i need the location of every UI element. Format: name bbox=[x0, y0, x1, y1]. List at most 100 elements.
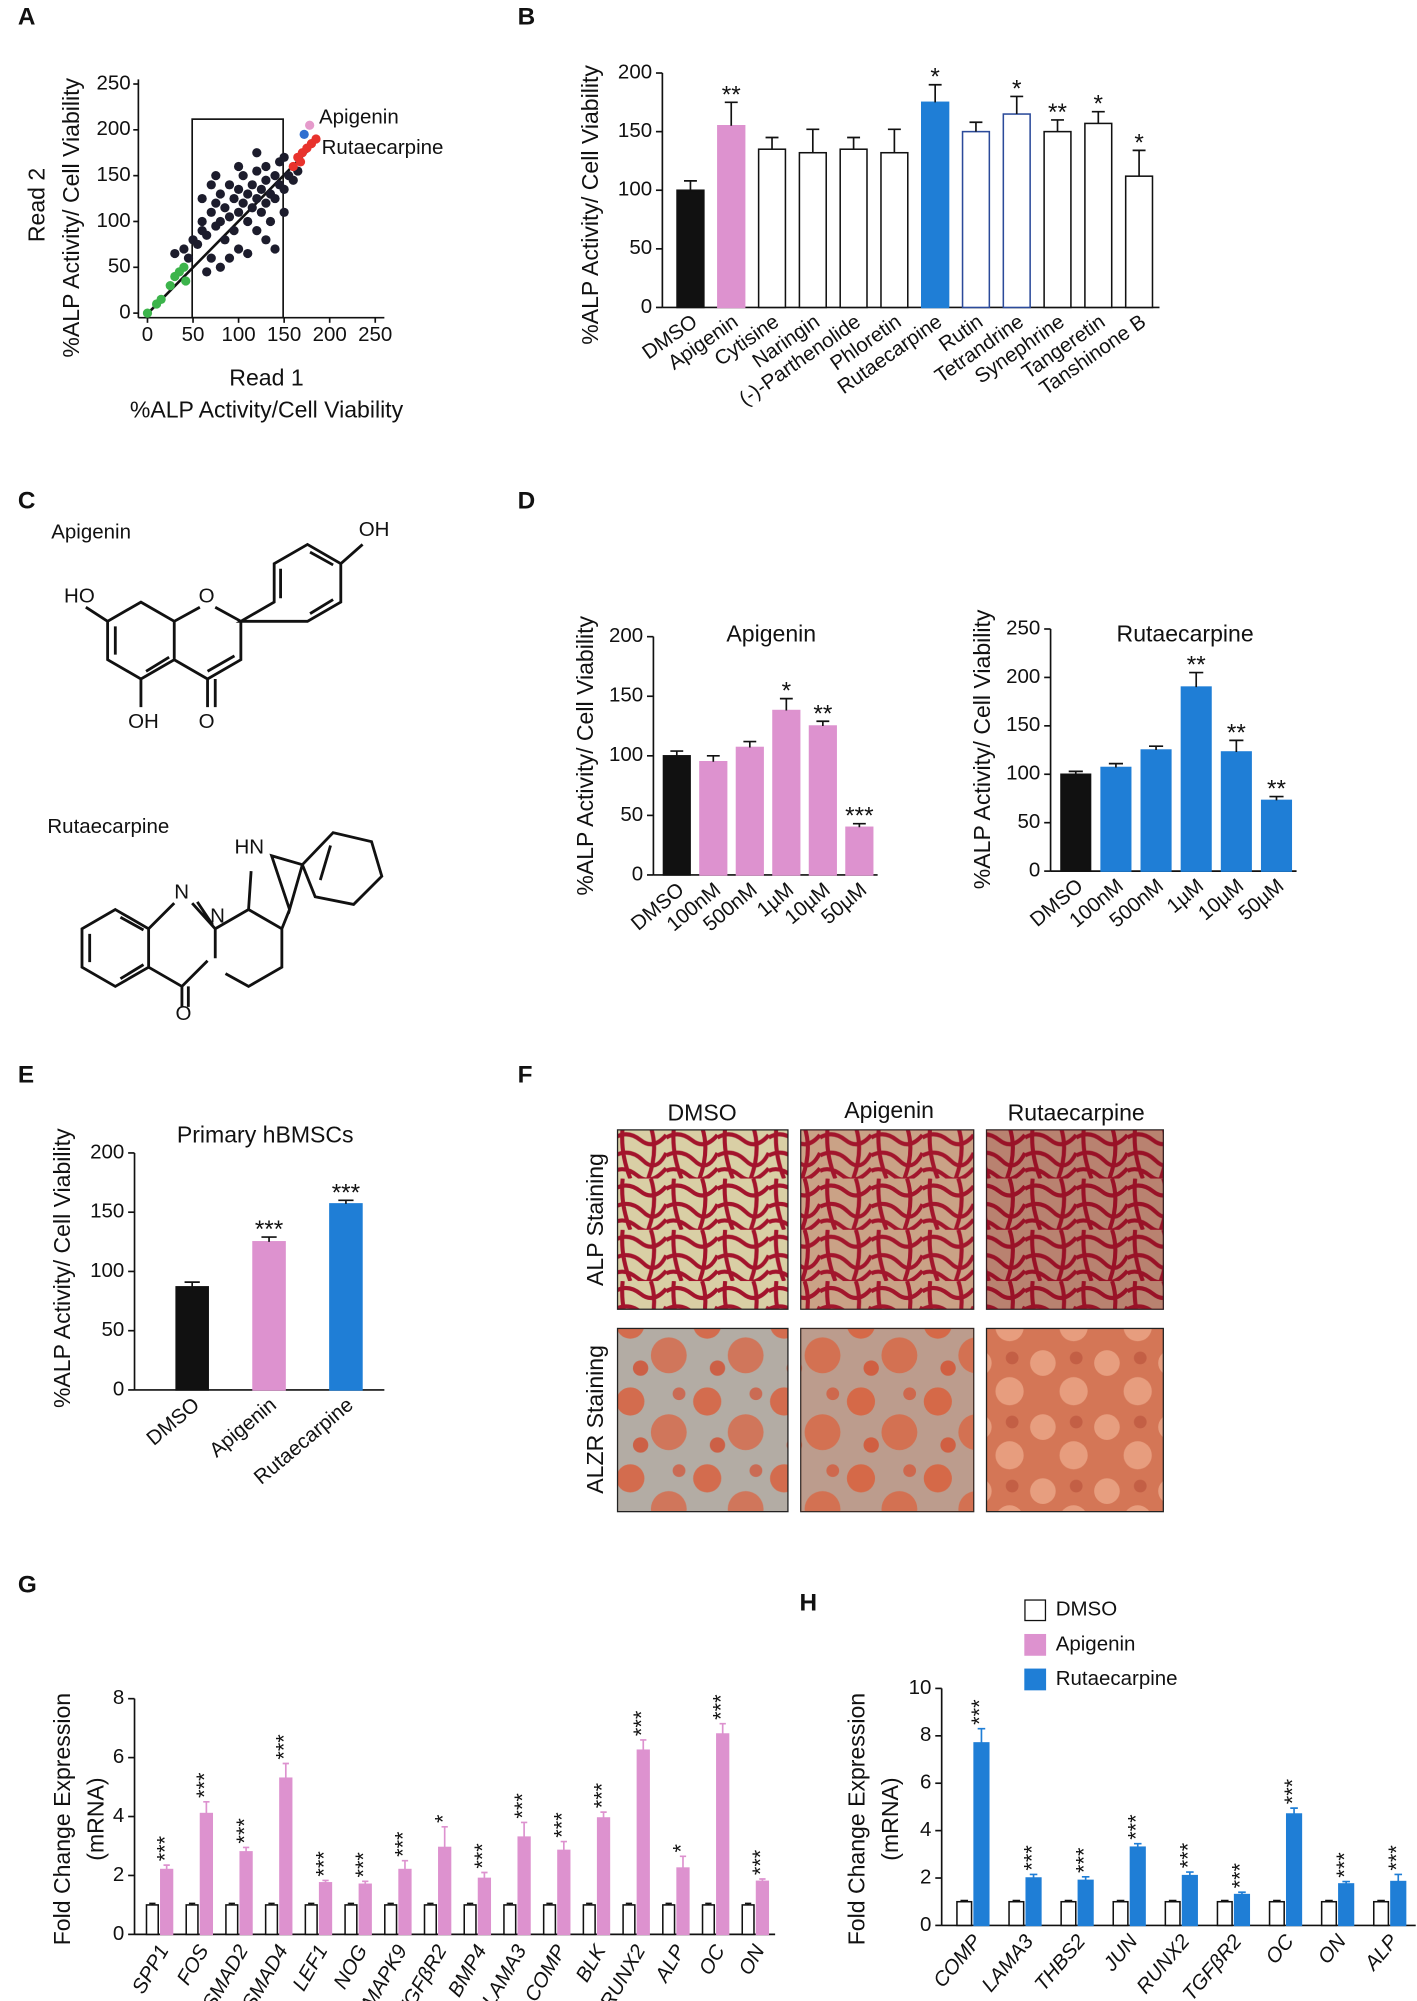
x-tick-label: COMP bbox=[520, 1941, 571, 2001]
y-tick-label: 200 bbox=[618, 60, 652, 83]
significance-label: ** bbox=[1187, 652, 1206, 679]
stain-image bbox=[800, 1327, 975, 1513]
bar bbox=[845, 826, 874, 876]
significance-label: *** bbox=[1176, 1842, 1201, 1868]
bar bbox=[717, 124, 746, 309]
bar bbox=[1060, 1900, 1077, 1927]
y-tick-label: 0 bbox=[119, 301, 130, 324]
y-axis-label: %ALP Activity/ Cell Viability bbox=[969, 609, 995, 889]
point bbox=[252, 193, 262, 204]
significance-label: *** bbox=[232, 1818, 257, 1844]
bar bbox=[582, 1904, 596, 1936]
point bbox=[270, 244, 280, 254]
bar bbox=[252, 1241, 286, 1391]
bar bbox=[1060, 773, 1092, 872]
y-tick-label: 200 bbox=[1006, 665, 1040, 688]
error-bar bbox=[506, 1902, 513, 1905]
error-bar bbox=[1148, 745, 1164, 751]
error-bar bbox=[347, 1902, 355, 1905]
bar bbox=[839, 148, 868, 309]
y-tick-label: 100 bbox=[1006, 762, 1040, 785]
error-bar bbox=[779, 697, 793, 711]
error-bar bbox=[1325, 1899, 1333, 1902]
error-bar bbox=[1229, 739, 1244, 752]
x-tick-label: DMSO bbox=[142, 1393, 204, 1450]
point bbox=[279, 152, 289, 162]
point bbox=[252, 148, 262, 158]
error-bar bbox=[1064, 1899, 1073, 1902]
atom-label: O bbox=[199, 710, 215, 733]
bar bbox=[1320, 1900, 1338, 1927]
bar bbox=[358, 1883, 372, 1936]
y-axis-label: %ALP Activity/ Cell Viability bbox=[49, 1128, 75, 1408]
error-bar bbox=[427, 1902, 434, 1905]
bar bbox=[175, 1286, 209, 1391]
significance-label: *** bbox=[1384, 1845, 1409, 1871]
bar bbox=[1043, 130, 1072, 309]
bar bbox=[755, 1880, 770, 1936]
error-bar bbox=[261, 1236, 277, 1242]
panel-label: D bbox=[518, 488, 536, 515]
column-label: Apigenin bbox=[844, 1097, 934, 1123]
panel-label: H bbox=[799, 1589, 817, 1616]
bar bbox=[1338, 1883, 1355, 1927]
point bbox=[261, 198, 271, 208]
y-axis-label: %ALP Activity/ Cell Viability bbox=[577, 65, 603, 345]
y-axis-label: (mRNA) bbox=[877, 1777, 903, 1860]
significance-label: * bbox=[930, 64, 940, 91]
x-axis-label: Read 1 bbox=[229, 364, 303, 390]
error-bar bbox=[268, 1902, 275, 1905]
panel-label: G bbox=[18, 1571, 37, 1598]
stain-tint bbox=[800, 1129, 974, 1310]
error-bar bbox=[1133, 1842, 1142, 1848]
significance-label: ** bbox=[1227, 719, 1246, 746]
point bbox=[224, 253, 235, 263]
significance-label: *** bbox=[550, 1812, 575, 1838]
error-bar bbox=[1029, 1873, 1038, 1879]
point bbox=[224, 180, 235, 190]
legend-swatch bbox=[1024, 1633, 1047, 1656]
point bbox=[270, 171, 280, 181]
bar bbox=[1164, 1900, 1181, 1927]
x-tick-label: 150 bbox=[267, 323, 301, 346]
stain-image bbox=[800, 1129, 975, 1310]
bar bbox=[662, 755, 691, 876]
error-bar bbox=[1273, 1899, 1281, 1902]
point bbox=[295, 157, 306, 167]
point bbox=[183, 253, 194, 263]
significance-label: *** bbox=[708, 1694, 733, 1720]
error-bar bbox=[387, 1902, 394, 1905]
error-bar bbox=[1377, 1899, 1385, 1902]
bar bbox=[772, 709, 801, 876]
y-tick-label: 150 bbox=[1006, 713, 1040, 736]
point bbox=[233, 161, 244, 172]
error-bar bbox=[1186, 1871, 1194, 1876]
stain-image bbox=[985, 1327, 1164, 1513]
point bbox=[229, 226, 239, 236]
significance-label: * bbox=[782, 678, 792, 705]
error-bar bbox=[928, 83, 942, 103]
x-tick-label: OC bbox=[1261, 1930, 1299, 1968]
error-bar bbox=[546, 1902, 553, 1905]
point bbox=[179, 244, 189, 254]
bar bbox=[716, 1733, 730, 1936]
y-tick-label: 50 bbox=[629, 236, 652, 259]
bar bbox=[384, 1904, 398, 1936]
row-label: ALP Staining bbox=[582, 1153, 608, 1286]
bar bbox=[1129, 1846, 1146, 1927]
error-bar bbox=[977, 1727, 986, 1743]
point bbox=[311, 134, 321, 144]
bar bbox=[676, 1867, 690, 1936]
bar bbox=[304, 1904, 318, 1936]
y-tick-label: 0 bbox=[641, 295, 652, 318]
y-axis-label: Fold Change Expression bbox=[843, 1693, 869, 1945]
significance-label: * bbox=[1134, 129, 1144, 156]
bar bbox=[1220, 751, 1252, 872]
error-bar bbox=[852, 822, 866, 828]
structures: Apigenin HO O OH OH O Rutaecarpine HN N … bbox=[47, 518, 389, 1025]
bar bbox=[1285, 1813, 1303, 1927]
significance-label: *** bbox=[152, 1835, 177, 1861]
point bbox=[202, 267, 212, 277]
x-tick-label: 0 bbox=[142, 323, 153, 346]
point bbox=[238, 198, 248, 208]
